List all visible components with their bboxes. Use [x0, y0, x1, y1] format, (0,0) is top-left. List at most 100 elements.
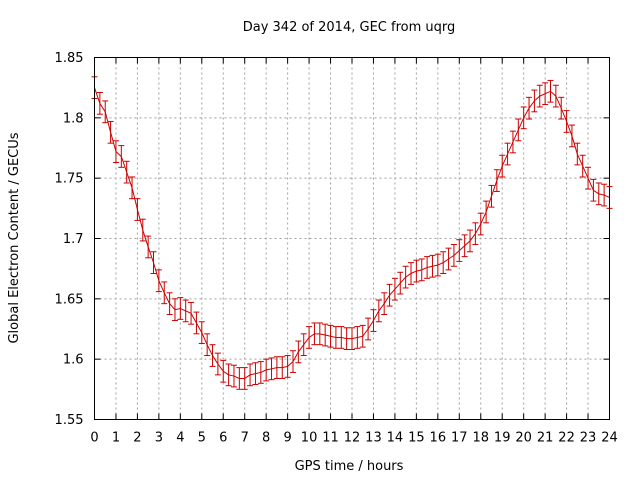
error-bar-point	[161, 281, 168, 305]
error-bar-point	[386, 283, 393, 307]
error-bar-point	[279, 356, 286, 379]
x-tick-label: 18	[472, 431, 489, 446]
error-bar-point	[338, 326, 345, 349]
error-bar-point	[456, 239, 463, 262]
error-bar-point	[467, 229, 474, 253]
y-axis-title: Global Electron Content / GECUs	[7, 132, 22, 343]
error-bar-point	[268, 357, 275, 381]
x-tick-label: 8	[262, 431, 270, 446]
error-bar-point	[230, 364, 237, 388]
x-tick-label: 13	[365, 431, 382, 446]
y-tick-label: 1.75	[55, 172, 84, 187]
x-tick-label: 2	[133, 431, 141, 446]
error-bar-point	[241, 367, 248, 390]
error-bar-point	[284, 355, 291, 378]
error-bar-point	[391, 277, 398, 301]
error-bar-point	[343, 327, 350, 351]
error-bar-point	[139, 218, 146, 242]
error-bar-point	[509, 130, 516, 154]
error-bar-point	[273, 356, 280, 379]
error-bar-point	[252, 362, 259, 386]
error-bar-point	[520, 106, 527, 130]
x-tick-label: 1	[112, 431, 120, 446]
error-bar-point	[209, 344, 216, 367]
error-bar-point	[381, 292, 388, 316]
error-bar-point	[150, 251, 157, 274]
error-bar-point	[155, 269, 162, 293]
y-tick-label: 1.65	[55, 292, 84, 307]
error-bar-point	[601, 183, 608, 207]
error-bar-point	[134, 198, 141, 221]
x-tick-label: 24	[601, 431, 618, 446]
x-tick-label: 23	[580, 431, 597, 446]
error-bar-point	[515, 118, 522, 142]
error-bar-point	[429, 254, 436, 278]
error-bar-point	[585, 166, 592, 190]
error-bar-point	[204, 333, 211, 357]
grid-layer	[94, 57, 610, 420]
error-bar-point	[311, 322, 318, 346]
error-bar-point	[349, 327, 355, 351]
x-tick-label: 7	[241, 431, 249, 446]
y-tick-label: 1.6	[63, 353, 84, 368]
error-bar-point	[129, 176, 136, 200]
x-tick-label: 15	[408, 431, 425, 446]
error-bar-point	[188, 301, 195, 325]
error-bar-point	[112, 140, 119, 163]
error-bar-point	[461, 234, 468, 258]
y-tick-label: 1.8	[63, 111, 84, 126]
x-tick-label: 11	[322, 431, 339, 446]
x-tick-label: 17	[451, 431, 468, 446]
error-bar-point	[295, 340, 302, 364]
error-bar-point	[316, 322, 323, 346]
error-bar-point	[118, 145, 125, 168]
error-bar-point	[424, 256, 431, 279]
x-tick-label: 20	[515, 431, 532, 446]
x-tick-label: 5	[198, 431, 206, 446]
error-bar-point	[402, 265, 409, 289]
error-bar-point	[552, 84, 559, 108]
error-bar-point	[182, 299, 189, 323]
error-bar-point	[370, 309, 377, 332]
error-bar-point	[306, 326, 313, 349]
x-tick-label: 3	[155, 431, 163, 446]
error-bar-point	[579, 154, 586, 178]
error-bar-point	[595, 182, 602, 206]
error-bar-point	[177, 297, 184, 320]
error-bar-point	[171, 298, 178, 322]
error-bar-point	[590, 178, 597, 202]
error-bar-point	[542, 82, 549, 106]
error-bar-point	[531, 89, 538, 113]
error-bar-point	[483, 200, 490, 224]
y-tick-label: 1.7	[63, 232, 84, 247]
y-tick-label: 1.85	[55, 51, 84, 66]
error-bar-point	[107, 120, 114, 144]
error-bar-point	[493, 169, 500, 192]
error-bar-point	[145, 235, 152, 259]
error-bar-point	[322, 323, 329, 347]
error-bar-point	[220, 359, 227, 383]
error-bar-point	[472, 222, 479, 246]
x-tick-label: 22	[558, 431, 575, 446]
chart-title: Day 342 of 2014, GEC from uqrg	[243, 20, 456, 35]
error-bar-point	[257, 361, 264, 384]
tick-layer	[94, 57, 610, 420]
error-bar-point	[247, 363, 254, 387]
error-bar-point	[225, 363, 232, 387]
error-bar-point	[327, 324, 334, 348]
error-bar-point	[547, 79, 554, 103]
error-bar-point	[440, 251, 447, 274]
x-tick-label: 21	[537, 431, 554, 446]
error-bar-point	[477, 212, 484, 236]
error-bar-point	[504, 142, 511, 166]
error-bar-point	[397, 271, 404, 295]
error-bar-point	[359, 324, 366, 348]
x-tick-label: 10	[301, 431, 318, 446]
error-bar-point	[354, 326, 361, 349]
error-bar-point	[300, 333, 307, 357]
error-bar-point	[375, 299, 382, 323]
error-bar-point	[558, 96, 565, 120]
error-bar-point	[102, 100, 109, 124]
error-bar-point	[499, 154, 506, 178]
